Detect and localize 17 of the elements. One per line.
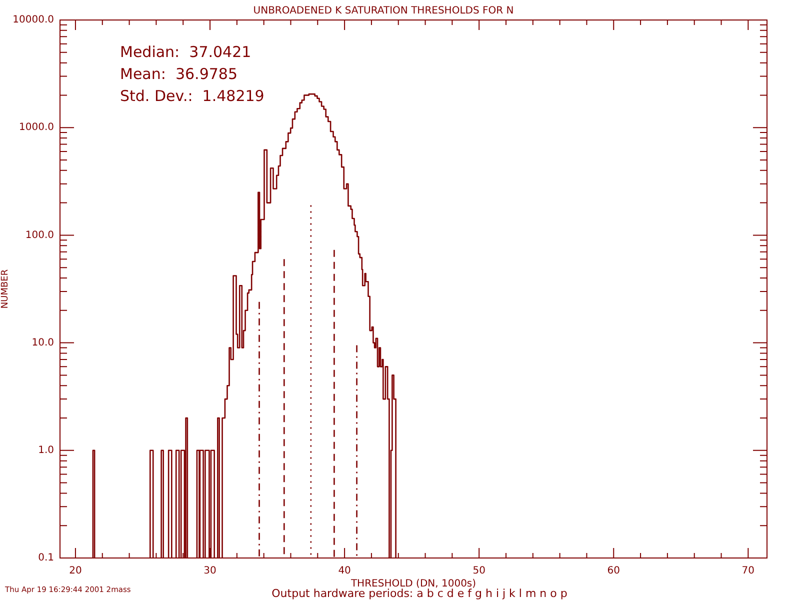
- chart-title: UNBROADENED K SATURATION THRESHOLDS FOR N: [253, 6, 514, 17]
- y-tick-label: 1000.0: [19, 122, 54, 134]
- y-tick-label: 0.1: [38, 552, 54, 564]
- y-tick-label: 10000.0: [12, 14, 54, 26]
- x-tick-label: 60: [607, 566, 620, 577]
- x-tick-label: 40: [338, 566, 351, 577]
- x-tick-label: 70: [742, 566, 755, 577]
- x-tick-label: 50: [472, 566, 486, 577]
- annotation: Std. Dev.: 1.48219: [120, 86, 264, 105]
- annotation: Median: 37.0421: [120, 42, 252, 61]
- x-tick-label: 20: [69, 566, 82, 577]
- y-tick-label: 1.0: [38, 444, 54, 456]
- annotation: Mean: 36.9785: [120, 64, 238, 83]
- y-axis-title: NUMBER: [0, 269, 11, 309]
- y-tick-label: 100.0: [25, 230, 54, 241]
- y-tick-label: 10.0: [32, 337, 54, 348]
- x-tick-label: 30: [204, 566, 216, 577]
